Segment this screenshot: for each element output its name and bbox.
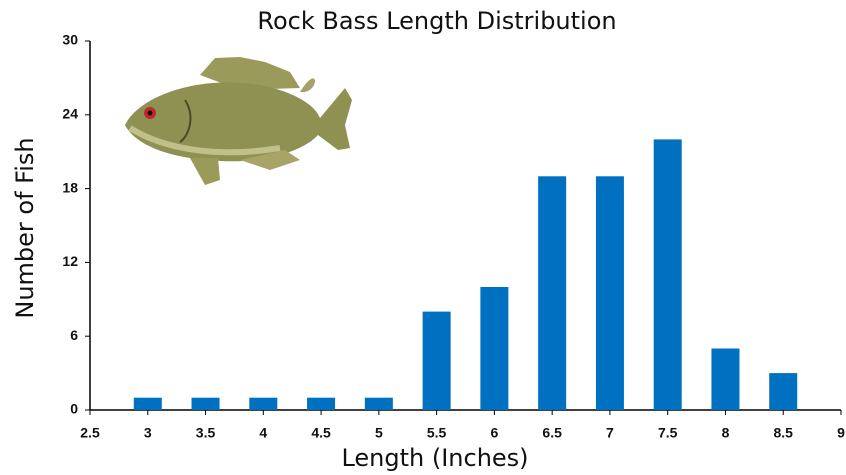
x-tick-label: 6.5	[542, 425, 562, 441]
x-tick-label: 7.5	[658, 425, 678, 441]
x-tick-label: 3	[144, 425, 152, 441]
x-tick-label: 4.5	[311, 425, 331, 441]
x-tick-label: 8.5	[773, 425, 793, 441]
x-tick-label: 3.5	[196, 425, 216, 441]
y-tick-label: 0	[70, 401, 78, 417]
x-tick-label: 4	[259, 425, 267, 441]
y-tick-label: 18	[62, 179, 78, 195]
bar	[422, 311, 451, 410]
bar	[653, 139, 682, 410]
x-tick-label: 5	[375, 425, 383, 441]
bar	[249, 397, 278, 410]
x-tick-label: 2.5	[80, 425, 100, 441]
x-tick-label: 8	[722, 425, 730, 441]
chart-title: Rock Bass Length Distribution	[257, 7, 616, 35]
x-tick-label: 9	[837, 425, 845, 441]
bar	[307, 397, 336, 410]
y-tick-label: 24	[62, 106, 78, 122]
x-tick-label: 7	[606, 425, 614, 441]
x-tick-label: 5.5	[427, 425, 447, 441]
y-tick-label: 30	[62, 32, 78, 48]
bar	[595, 176, 624, 410]
x-axis-title: Length (Inches)	[341, 444, 528, 472]
y-tick-label: 12	[62, 253, 78, 269]
y-tick-label: 6	[70, 327, 78, 343]
bar	[191, 397, 220, 410]
fish-illustration	[125, 57, 352, 185]
bar	[133, 397, 162, 410]
bar	[769, 373, 798, 410]
x-tick-label: 6	[490, 425, 498, 441]
bar	[711, 348, 740, 410]
y-axis-title: Number of Fish	[11, 137, 39, 318]
bar	[364, 397, 393, 410]
bar	[480, 287, 509, 410]
bar	[538, 176, 567, 410]
